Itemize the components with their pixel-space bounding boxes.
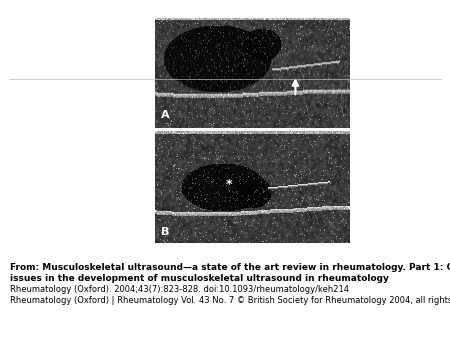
- Text: *: *: [226, 178, 232, 191]
- Text: A: A: [161, 110, 170, 120]
- Text: issues in the development of musculoskeletal ultrasound in rheumatology: issues in the development of musculoskel…: [10, 274, 389, 283]
- Text: Rheumatology (Oxford) | Rheumatology Vol. 43 No. 7 © British Society for Rheumat: Rheumatology (Oxford) | Rheumatology Vol…: [10, 296, 450, 305]
- Text: B: B: [161, 227, 169, 237]
- Text: From: Musculoskeletal ultrasound—a state of the art review in rheumatology. Part: From: Musculoskeletal ultrasound—a state…: [10, 263, 450, 272]
- Text: Rheumatology (Oxford). 2004;43(7):823-828. doi:10.1093/rheumatology/keh214: Rheumatology (Oxford). 2004;43(7):823-82…: [10, 285, 349, 294]
